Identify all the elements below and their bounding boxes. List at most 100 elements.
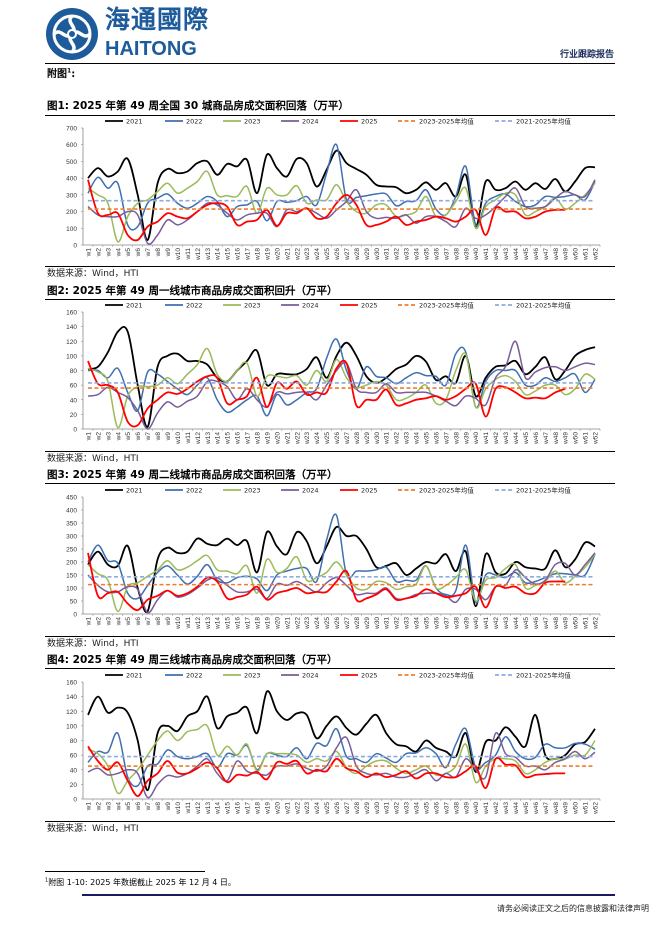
x-tick-label: w26 [334, 432, 341, 445]
x-tick-label: w48 [553, 248, 560, 261]
x-tick-label: w11 [185, 802, 192, 815]
series-line-2021 [87, 149, 596, 241]
x-tick-label: w50 [573, 248, 580, 261]
legend-label: 2024 [302, 671, 319, 679]
x-tick-label: w20 [274, 248, 281, 261]
legend-label: 2023-2025年均值 [419, 670, 474, 679]
legend-label: 2025 [361, 117, 378, 125]
x-tick-label: w21 [284, 248, 291, 261]
series-line-2022 [87, 143, 596, 231]
x-tick-label: w28 [354, 432, 361, 445]
legend-label: 2021 [126, 301, 143, 309]
series-line-2022 [87, 513, 596, 604]
x-tick-label: w46 [533, 432, 540, 445]
x-tick-label: w51 [583, 432, 590, 445]
x-tick-label: w17 [245, 432, 252, 445]
x-tick-label: w29 [364, 432, 371, 445]
x-tick-label: w33 [404, 432, 411, 445]
figure-1-source: 数据来源：Wind，HTI [47, 269, 139, 279]
x-tick-label: w33 [404, 248, 411, 261]
x-tick-label: w36 [433, 802, 440, 815]
x-tick-label: w5 [125, 617, 132, 627]
x-tick-label: w47 [543, 432, 550, 445]
legal-disclaimer[interactable]: 请务必阅读正文之后的信息披露和法律声明 [497, 904, 649, 913]
x-tick-label: w11 [185, 432, 192, 445]
x-tick-label: w14 [215, 432, 222, 445]
y-tick-label: 40 [70, 397, 78, 404]
footnote-text: 附图 1-10: 2025 年数据截止 2025 年 12 月 4 日。 [48, 878, 236, 887]
appendix-footnote-ref[interactable]: 1 [67, 67, 72, 75]
legend-item: 2024 [281, 301, 319, 309]
x-tick-label: w38 [453, 617, 460, 630]
x-tick-label: w2 [95, 617, 102, 627]
x-tick-label: w2 [95, 248, 102, 258]
x-tick-label: w7 [145, 432, 152, 442]
x-tick-label: w48 [553, 802, 560, 815]
x-tick-label: w14 [215, 617, 222, 630]
x-tick-label: w37 [443, 248, 450, 261]
y-tick-label: 300 [66, 192, 77, 199]
x-tick-label: w10 [175, 432, 182, 445]
series-line-2024 [87, 179, 596, 245]
x-tick-label: w8 [155, 802, 162, 812]
legend-item: 2022 [165, 486, 203, 494]
x-tick-label: w20 [274, 802, 281, 815]
legend-item: 2025 [340, 301, 378, 309]
figure-2-title: 图2: 2025 年第 49 周一线城市商品房成交面积回升（万平） [47, 285, 338, 297]
x-tick-label: w12 [195, 248, 202, 261]
y-tick-label: 450 [66, 495, 77, 502]
x-tick-label: w32 [394, 802, 401, 815]
x-tick-label: w6 [135, 617, 142, 627]
figure-2-source: 数据来源：Wind，HTI [47, 454, 139, 464]
x-tick-label: w52 [593, 617, 600, 630]
x-tick-label: w46 [533, 802, 540, 815]
x-tick-label: w10 [175, 802, 182, 815]
x-tick-label: w35 [424, 617, 431, 630]
legend-label: 2022 [186, 117, 203, 125]
x-tick-label: w9 [165, 248, 172, 258]
x-tick-label: w18 [254, 802, 261, 815]
footnote: 1附图 1-10: 2025 年数据截止 2025 年 12 月 4 日。 [45, 877, 236, 888]
y-tick-label: 0 [73, 612, 77, 619]
x-tick-label: w50 [573, 432, 580, 445]
series-line-2023 [87, 347, 596, 429]
x-tick-label: w34 [414, 617, 421, 630]
figure-4-title: 图4: 2025 年第 49 周三线城市商品房成交面积回落（万平） [47, 654, 338, 666]
legend-item: 2025 [340, 486, 378, 494]
footnote-marker: 1 [45, 877, 49, 884]
legend-label: 2021-2025年均值 [516, 670, 571, 679]
legend-item: 2023-2025年均值 [398, 116, 474, 125]
x-tick-label: w20 [274, 617, 281, 630]
x-tick-label: w29 [364, 248, 371, 261]
x-tick-label: w42 [493, 617, 500, 630]
x-tick-label: w4 [115, 802, 122, 812]
x-tick-label: w32 [394, 432, 401, 445]
x-tick-label: w25 [324, 432, 331, 445]
legend-item: 2023-2025年均值 [398, 485, 474, 494]
y-tick-label: 100 [66, 723, 77, 730]
figure-2-top-rule [45, 299, 615, 300]
x-tick-label: w21 [284, 617, 291, 630]
legend-label: 2021-2025年均值 [516, 485, 571, 494]
legend-item: 2023 [223, 117, 261, 125]
figure-4-top-rule [45, 668, 615, 669]
logo-text-en: HAITONG [105, 38, 197, 60]
x-tick-label: w15 [225, 802, 232, 815]
x-tick-label: w32 [394, 248, 401, 261]
x-tick-label: w17 [245, 617, 252, 630]
x-tick-label: w33 [404, 802, 411, 815]
x-tick-label: w12 [195, 802, 202, 815]
report-type: 行业跟踪报告 [559, 50, 614, 60]
legend-item: 2022 [165, 671, 203, 679]
x-tick-label: w13 [205, 248, 212, 261]
legend-item: 2021-2025年均值 [495, 485, 571, 494]
x-tick-label: w49 [563, 802, 570, 815]
x-tick-label: w11 [185, 248, 192, 261]
y-tick-label: 100 [66, 226, 77, 233]
x-tick-label: w17 [245, 248, 252, 261]
x-tick-label: w43 [503, 802, 510, 815]
x-tick-label: w12 [195, 432, 202, 445]
x-tick-label: w34 [414, 802, 421, 815]
x-tick-label: w29 [364, 617, 371, 630]
y-tick-label: 600 [66, 142, 77, 149]
